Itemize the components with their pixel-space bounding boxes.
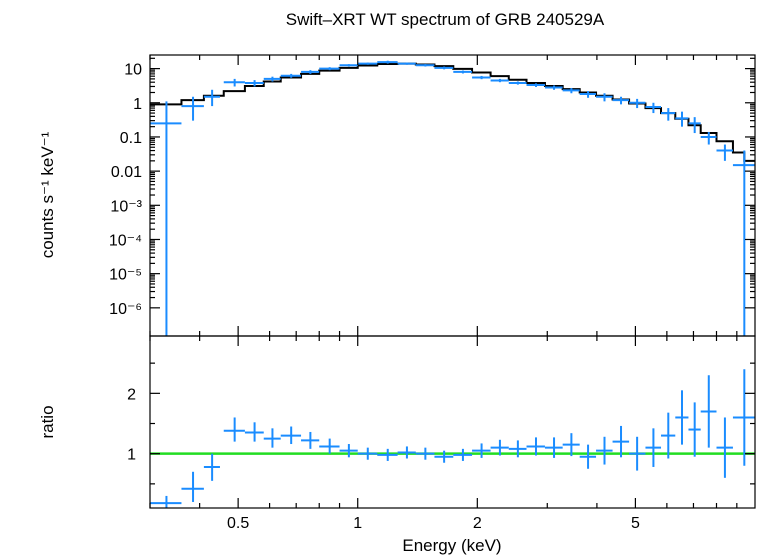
spectrum-point-27 <box>661 108 676 121</box>
ratio-point-24 <box>612 425 630 458</box>
spectrum-point-10 <box>357 62 378 65</box>
spectrum-point-32 <box>732 150 755 336</box>
spectrum-point-31 <box>716 144 733 161</box>
ratio-point-25 <box>629 436 646 471</box>
ratio-point-9 <box>339 444 358 458</box>
chart-title: Swift–XRT WT spectrum of GRB 240529A <box>286 10 605 29</box>
spectrum-point-18 <box>508 81 527 85</box>
spectrum-ytick-label-2: 0.1 <box>120 130 142 147</box>
spectrum-point-6 <box>280 73 302 78</box>
spectrum-point-20 <box>544 85 563 90</box>
ratio-ytick-label-0: 1 <box>127 447 136 464</box>
ratio-point-17 <box>490 439 509 456</box>
x-tick-label-1: 1 <box>353 515 362 532</box>
ratio-point-23 <box>596 436 613 465</box>
ratio-point-26 <box>645 428 662 467</box>
spectrum-ytick-label-3: 0.01 <box>111 164 142 181</box>
x-tick-label-2: 2 <box>473 515 482 532</box>
ratio-frame <box>149 335 756 509</box>
spectrum-point-15 <box>453 70 473 74</box>
ratio-point-28 <box>675 390 689 445</box>
spectrum-ytick-label-4: 10⁻³ <box>110 198 142 215</box>
spectrum-point-29 <box>688 117 701 134</box>
ratio-point-27 <box>661 412 676 459</box>
spectrum-point-26 <box>645 102 662 114</box>
spectrum-frame <box>149 54 756 337</box>
spectrum-point-13 <box>415 64 435 67</box>
ratio-point-32 <box>732 369 755 466</box>
x-axis-label: Energy (keV) <box>402 536 501 555</box>
x-tick-label-3: 5 <box>631 515 640 532</box>
spectrum-point-23 <box>596 93 613 102</box>
ratio-point-30 <box>700 375 717 448</box>
spectrum-point-22 <box>579 91 597 98</box>
spectrum-point-0 <box>150 101 182 336</box>
ratio-point-14 <box>434 450 454 463</box>
spectrum-panel: 10 1 0.1 0.01 10⁻³ 10⁻⁴ 10⁻⁵ 10⁻⁶ counts s⁻¹ ke… <box>38 54 756 337</box>
spectrum-point-4 <box>244 80 264 87</box>
ratio-point-0 <box>150 495 182 508</box>
spectrum-ytick-label-1: 1 <box>133 96 142 113</box>
spectrum-point-11 <box>377 60 398 64</box>
ratio-point-7 <box>301 431 320 449</box>
ratio-point-10 <box>357 447 378 460</box>
ratio-point-22 <box>579 444 597 469</box>
ratio-point-5 <box>263 428 281 448</box>
spectrum-ytick-label-7: 10⁻⁶ <box>109 301 142 318</box>
spectrum-point-25 <box>629 98 646 109</box>
spectrum-point-14 <box>434 66 454 70</box>
ratio-point-19 <box>526 437 545 456</box>
ratio-point-13 <box>415 447 435 460</box>
spectrum-point-12 <box>397 62 416 65</box>
ratio-point-6 <box>280 426 302 445</box>
x-tick-label-0: 0.5 <box>227 515 249 532</box>
ratio-point-20 <box>544 437 563 458</box>
ratio-ytick-label-1: 2 <box>127 386 136 403</box>
spectrum-point-7 <box>301 70 320 74</box>
model-step-line <box>150 62 755 162</box>
spectrum-axis-ticks: 10 1 0.1 0.01 10⁻³ 10⁻⁴ 10⁻⁵ 10⁻⁶ <box>109 55 755 336</box>
spectrum-point-19 <box>526 83 545 87</box>
spectrum-point-16 <box>472 75 491 80</box>
model-curve <box>150 62 755 162</box>
ratio-point-29 <box>688 402 701 457</box>
spectrum-y-label: counts s⁻¹ keV⁻¹ <box>38 131 57 258</box>
spectrum-point-17 <box>490 78 509 83</box>
spectrum-ytick-label-5: 10⁻⁴ <box>109 232 142 249</box>
ratio-point-18 <box>508 440 527 458</box>
ratio-point-12 <box>397 446 416 459</box>
ratio-axis-ticks: 12 <box>127 336 755 508</box>
ratio-y-label: ratio <box>38 405 57 438</box>
ratio-point-1 <box>181 471 204 502</box>
x-tick-labels: 0.5 1 2 5 <box>227 515 640 532</box>
ratio-point-31 <box>716 417 733 478</box>
spectrum-point-24 <box>612 96 630 105</box>
spectrum-point-3 <box>223 78 245 87</box>
ratio-point-8 <box>319 438 340 454</box>
spectrum-point-30 <box>700 131 717 145</box>
ratio-point-11 <box>377 448 398 461</box>
spectrum-point-1 <box>181 96 204 121</box>
spectrum-point-9 <box>339 64 358 67</box>
spectrum-point-21 <box>562 88 580 94</box>
spectrum-point-28 <box>675 111 689 127</box>
spectrum-point-8 <box>319 67 340 71</box>
spectrum-ytick-label-6: 10⁻⁵ <box>109 267 142 284</box>
ratio-data-points <box>150 369 755 508</box>
spectrum-data-points <box>150 60 755 336</box>
ratio-point-2 <box>203 453 220 481</box>
spectrum-point-5 <box>263 76 281 82</box>
ratio-point-4 <box>244 422 264 442</box>
spectrum-point-2 <box>203 89 220 107</box>
spectrum-ytick-label-0: 10 <box>124 62 142 79</box>
ratio-panel: 12 ratio <box>38 335 756 509</box>
ratio-point-16 <box>472 443 491 458</box>
ratio-point-3 <box>223 417 245 442</box>
ratio-point-21 <box>562 433 580 457</box>
ratio-point-15 <box>453 448 473 461</box>
